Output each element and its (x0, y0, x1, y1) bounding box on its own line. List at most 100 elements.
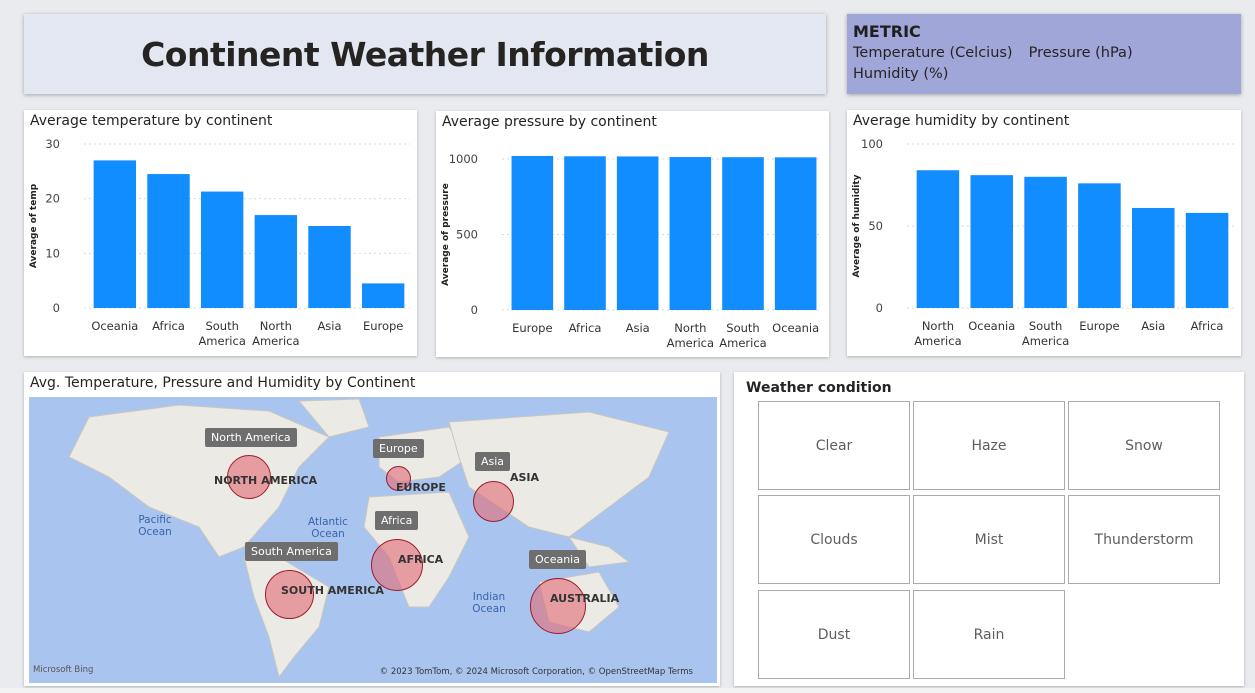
x-tick-label: Oceania (91, 319, 138, 333)
map-attribution[interactable]: © 2023 TomTom, © 2024 Microsoft Corporat… (379, 667, 693, 677)
report-title-box: Continent Weather Information (24, 14, 826, 94)
x-tick-label: Europe (512, 321, 552, 335)
bar-south-america[interactable] (200, 191, 244, 308)
label-north-america: NORTH AMERICA (214, 474, 318, 487)
bar-europe[interactable] (1078, 183, 1121, 308)
y-tick-label: 10 (45, 246, 60, 260)
ocean-pacific: Pacific Ocean (133, 514, 177, 538)
ocean-pacific-text: Pacific Ocean (138, 514, 172, 538)
x-tick-label: America (914, 334, 961, 348)
y-tick-label: 50 (868, 219, 883, 233)
temperature-chart-title: Average temperature by continent (30, 113, 273, 129)
bar-europe[interactable] (361, 283, 405, 308)
x-tick-label: Oceania (772, 321, 819, 335)
weather-condition-slicer: Weather condition Clear Haze Snow Clouds… (734, 372, 1244, 686)
x-tick-label: America (252, 334, 299, 348)
bar-africa[interactable] (1185, 212, 1229, 308)
humidity-chart[interactable]: Average humidity by continent 0 50 100 Aver… (847, 110, 1241, 356)
bing-logo: Microsoft Bing (33, 665, 94, 675)
bubble-north-america[interactable] (227, 455, 271, 499)
bar-south-america[interactable] (1024, 176, 1067, 308)
bar-europe[interactable] (511, 155, 554, 310)
chart-plot-0: 0 10 20 30 Average of temp Oceania Africa South… (29, 137, 410, 348)
x-tick-label: Africa (569, 321, 602, 335)
bar-oceania[interactable] (774, 157, 817, 310)
weather-option-mist[interactable]: Mist (913, 495, 1065, 584)
y-tick-label: 0 (876, 301, 883, 315)
bubble-africa[interactable] (371, 539, 423, 591)
bar-north-america[interactable] (916, 170, 960, 308)
weather-option-haze[interactable]: Haze (913, 401, 1065, 490)
metric-slicer-title: METRIC (853, 22, 921, 41)
map-canvas[interactable]: NORTH AMERICA EUROPE ASIA AFRICA SOUTH A… (29, 397, 717, 683)
bar-africa[interactable] (564, 156, 606, 310)
tooltip-north-america: North America (205, 428, 297, 447)
tooltip-africa: Africa (375, 511, 419, 530)
weather-option-clouds[interactable]: Clouds (758, 495, 910, 584)
ocean-indian: Indian Ocean (469, 591, 509, 615)
x-tick-label: Europe (1079, 319, 1119, 333)
pressure-chart-title: Average pressure by continent (442, 114, 657, 130)
tooltip-asia: Asia (475, 452, 511, 471)
y-tick-label: 1000 (449, 152, 478, 166)
x-tick-label: Europe (363, 319, 403, 333)
map-visual[interactable]: Avg. Temperature, Pressure and Humidity … (24, 372, 720, 686)
bar-asia[interactable] (1131, 207, 1175, 308)
page-tabs-strip (0, 688, 1255, 693)
ocean-atlantic: Atlantic Ocean (305, 516, 351, 540)
y-axis-title: Average of humidity (852, 174, 862, 277)
x-tick-label: Asia (1141, 319, 1165, 333)
map-title: Avg. Temperature, Pressure and Humidity … (30, 375, 416, 391)
temperature-chart[interactable]: Average temperature by continent 0 10 20 30… (24, 110, 417, 356)
x-tick-label: America (1022, 334, 1069, 348)
metric-slicer[interactable]: METRIC Temperature (Celcius) Pressure (hP… (847, 14, 1241, 94)
bar-oceania[interactable] (970, 175, 1014, 308)
x-tick-label: America (719, 336, 766, 350)
ocean-indian-text: Indian Ocean (472, 591, 506, 615)
bubble-europe[interactable] (386, 466, 411, 491)
x-tick-label: South (726, 321, 759, 335)
pressure-chart[interactable]: Average pressure by continent 0 500 1000 Av… (436, 111, 829, 357)
bar-south-america[interactable] (722, 157, 764, 310)
bar-asia[interactable] (616, 156, 659, 310)
bar-north-america[interactable] (669, 157, 712, 310)
weather-option-clear[interactable]: Clear (758, 401, 910, 490)
x-tick-label: America (667, 336, 714, 350)
label-europe: EUROPE (396, 481, 446, 494)
bar-north-america[interactable] (254, 215, 298, 308)
metric-option-temperature[interactable]: Temperature (Celcius) (853, 45, 1013, 61)
x-tick-label: America (198, 334, 245, 348)
metric-option-pressure[interactable]: Pressure (hPa) (1028, 45, 1133, 61)
tooltip-south-america: South America (245, 542, 338, 561)
bar-africa[interactable] (147, 174, 190, 308)
x-tick-label: North (260, 319, 292, 333)
weather-option-rain[interactable]: Rain (913, 590, 1065, 679)
y-tick-label: 100 (861, 137, 883, 151)
x-tick-label: South (205, 319, 238, 333)
report-title: Continent Weather Information (141, 34, 709, 74)
y-tick-label: 500 (456, 228, 478, 242)
bar-asia[interactable] (308, 226, 351, 308)
weather-condition-title: Weather condition (746, 380, 892, 396)
label-south-america: SOUTH AMERICA (281, 584, 384, 597)
chart-plot-1: 0 500 1000 Average of pressure Europe Africa A… (441, 152, 822, 350)
metric-option-humidity[interactable]: Humidity (%) (853, 66, 949, 82)
x-tick-label: Africa (1191, 319, 1224, 333)
bubble-asia[interactable] (473, 481, 514, 522)
bar-oceania[interactable] (93, 160, 137, 308)
x-tick-label: Asia (626, 321, 650, 335)
weather-option-snow[interactable]: Snow (1068, 401, 1220, 490)
bubble-south-america[interactable] (265, 570, 314, 619)
weather-option-dust[interactable]: Dust (758, 590, 910, 679)
x-tick-label: Asia (317, 319, 341, 333)
y-tick-label: 0 (471, 303, 478, 317)
weather-option-thunderstorm[interactable]: Thunderstorm (1068, 495, 1220, 584)
bubble-oceania[interactable] (530, 578, 586, 634)
y-axis-title: Average of temp (29, 183, 39, 268)
y-tick-label: 0 (53, 301, 60, 315)
ocean-atlantic-text: Atlantic Ocean (308, 516, 348, 540)
tooltip-oceania: Oceania (529, 550, 586, 569)
label-australia: AUSTRALIA (550, 592, 620, 605)
label-asia: ASIA (510, 471, 540, 484)
